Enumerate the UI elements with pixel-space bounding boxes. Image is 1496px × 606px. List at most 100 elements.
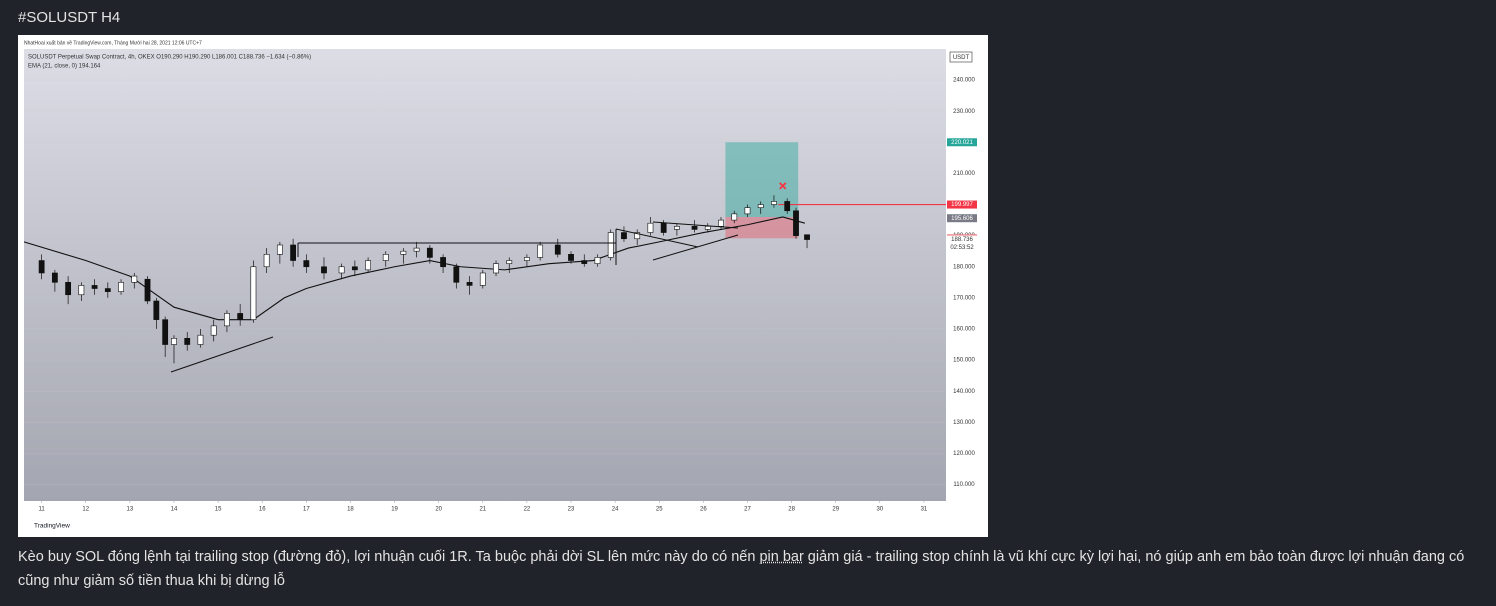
candle-body xyxy=(479,272,486,286)
x-tick-label: 22 xyxy=(524,507,531,513)
y-tick-label: 210.000 xyxy=(953,171,975,177)
candle-body xyxy=(290,244,297,261)
price-label: 195.606 xyxy=(951,216,973,222)
x-tick-label: 11 xyxy=(39,507,46,513)
price-label-box xyxy=(947,214,977,223)
y-tick-label: 180.000 xyxy=(953,264,975,270)
x-tick-label: 12 xyxy=(82,507,89,513)
candle-body xyxy=(400,250,407,255)
candle-body xyxy=(453,266,460,283)
price-label-box xyxy=(947,138,977,147)
x-tick-label: 13 xyxy=(127,507,134,513)
currency: USDT xyxy=(953,55,970,61)
candle-body xyxy=(104,288,111,292)
candle-body xyxy=(537,244,544,258)
candle-body xyxy=(621,232,627,240)
candle-body xyxy=(250,266,257,320)
candle-body xyxy=(581,260,588,264)
trend-lines xyxy=(170,221,739,373)
candle-body xyxy=(365,260,371,271)
y-tick-label: 110.000 xyxy=(953,482,975,488)
candle-body xyxy=(351,266,358,271)
candle-body xyxy=(321,266,327,274)
candle-body xyxy=(647,222,654,233)
candle-body xyxy=(276,244,283,255)
candle-body xyxy=(303,260,310,268)
y-tick-label: 160.000 xyxy=(953,327,975,333)
candle-body xyxy=(144,278,151,302)
candle-body xyxy=(718,219,724,227)
post-title: #SOLUSDT H4 xyxy=(18,9,121,26)
legend-line: SOLUSDT Perpetual Swap Contract, 4h, OKE… xyxy=(28,55,311,61)
candle-body xyxy=(506,260,513,264)
x-tick-label: 23 xyxy=(568,507,575,513)
text: Kèo buy SOL đóng lệnh tại trailing stop … xyxy=(18,549,760,565)
y-tick-label: 230.000 xyxy=(953,109,975,115)
y-tick-label: 140.000 xyxy=(953,389,975,395)
price-label-box xyxy=(947,200,977,209)
candle-body xyxy=(660,222,667,233)
candle-body xyxy=(38,260,45,274)
candle-body xyxy=(51,272,58,283)
candle-body xyxy=(118,282,124,292)
price-label: 199.997 xyxy=(951,202,973,208)
x-tick-label: 16 xyxy=(259,507,266,513)
candle-body xyxy=(153,300,160,320)
candle-body xyxy=(704,226,711,230)
link[interactable]: pin bar xyxy=(759,549,804,565)
candle-body xyxy=(493,263,499,274)
candle-body xyxy=(784,201,791,212)
candle-body xyxy=(382,254,389,261)
candle-body xyxy=(731,213,738,221)
candle-body xyxy=(210,325,217,336)
y-tick-label: 120.000 xyxy=(953,451,975,457)
candle-body xyxy=(440,257,446,268)
x-tick-label: 31 xyxy=(921,507,928,513)
x-tick-label: 29 xyxy=(832,507,839,513)
y-tick-label: 240.000 xyxy=(953,78,975,84)
x-tick-label: 18 xyxy=(347,507,354,513)
candle-body xyxy=(744,207,751,215)
post-body: Kèo buy SOL đóng lệnh tại trailing stop … xyxy=(18,545,1478,593)
x-tick-label: 25 xyxy=(656,507,663,513)
candle-body xyxy=(466,282,473,286)
candle-body xyxy=(793,210,799,236)
trend-line xyxy=(615,228,699,248)
candle-body xyxy=(554,244,561,255)
stop-zone xyxy=(725,216,799,239)
candle-body xyxy=(131,275,138,283)
candle-body xyxy=(184,338,191,345)
x-tick-label: 17 xyxy=(303,507,310,513)
candle-body xyxy=(224,313,230,327)
candle-body xyxy=(634,232,641,240)
candle-body xyxy=(691,226,698,230)
price-axis xyxy=(946,49,982,515)
exit-marker xyxy=(779,182,787,190)
candle-body xyxy=(524,257,530,261)
publisher: NhatHoai xuất bản về TradingView.com, Th… xyxy=(24,40,202,46)
candle-body xyxy=(594,257,601,264)
chart-layer: 11 12 13 14 15 16 17 18 19 20 21 22 23 24 25 26 27 28 29 30… xyxy=(23,79,946,513)
y-tick-label: 170.000 xyxy=(953,295,975,301)
candle-body xyxy=(237,313,244,320)
legend-line: EMA (21, close, 0) 194.164 xyxy=(28,64,101,70)
y-tick-label: 130.000 xyxy=(953,420,975,426)
price-label-box xyxy=(947,235,977,244)
candle-body xyxy=(65,282,72,296)
candle-body xyxy=(338,266,345,274)
candle-body xyxy=(197,334,204,345)
x-tick-label: 14 xyxy=(171,507,178,513)
candle-body xyxy=(171,338,177,345)
price-label: 188.736 xyxy=(951,237,973,243)
brand: TradingView xyxy=(34,523,70,530)
currency-box xyxy=(949,51,973,63)
countdown: 02:53:52 xyxy=(950,245,974,251)
y-tick-label: 150.000 xyxy=(953,358,975,364)
x-tick-label: 15 xyxy=(215,507,222,513)
candle-body xyxy=(804,234,810,240)
x-tick-label: 26 xyxy=(700,507,707,513)
trend-line xyxy=(652,234,739,261)
text: giảm giá - trailing stop chính là vũ khí… xyxy=(18,549,1465,589)
trend-line xyxy=(170,336,274,373)
